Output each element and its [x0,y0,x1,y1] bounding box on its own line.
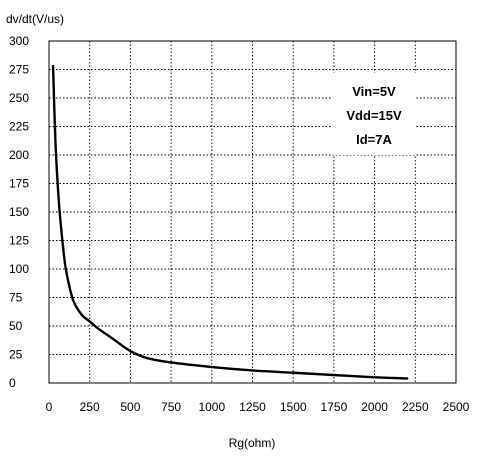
x-tick-label: 2500 [443,400,470,414]
series-line [51,64,409,380]
x-tick-label: 250 [80,400,100,414]
x-tick-label: 500 [120,400,140,414]
y-tick-label: 250 [9,91,29,105]
x-tick-label: 1000 [198,400,225,414]
annotation-background [332,73,416,155]
x-tick-label: 1500 [280,400,307,414]
y-tick-labels: 0 25 50 75 100 125 150 175 200 225 250 275 300 [9,34,29,390]
x-tick-label: 1750 [321,400,348,414]
annotation-box: Vin=5V Vdd=15V Id=7A [332,73,416,155]
y-tick-label: 50 [9,319,23,333]
plot-frame [48,40,457,384]
y-tick-label: 225 [9,120,29,134]
y-tick-label: 75 [9,291,23,305]
x-tick-label: 1250 [239,400,266,414]
x-tick-label: 2250 [402,400,429,414]
y-tick-label: 150 [9,205,29,219]
y-tick-label: 200 [9,148,29,162]
y-tick-label: 275 [9,63,29,77]
series [51,64,409,380]
x-tick-label: 2000 [361,400,388,414]
x-tick-labels: 0 250 500 750 1000 1250 1500 1750 2000 2250 2500 [46,400,470,414]
y-tick-label: 100 [9,262,29,276]
y-tick-label: 125 [9,234,29,248]
plot-border [48,40,457,384]
x-axis-title: Rg(ohm) [229,436,276,450]
annotation-line: Vdd=15V [346,108,402,123]
y-tick-label: 25 [9,348,23,362]
y-tick-label: 0 [9,376,16,390]
annotation-line: Id=7A [356,132,392,147]
y-axis-title: dv/dt(V/us) [6,12,64,26]
x-tick-label: 0 [46,400,53,414]
x-tick-label: 750 [161,400,181,414]
y-tick-label: 175 [9,177,29,191]
annotation-line: Vin=5V [352,84,396,99]
y-tick-label: 300 [9,34,29,48]
